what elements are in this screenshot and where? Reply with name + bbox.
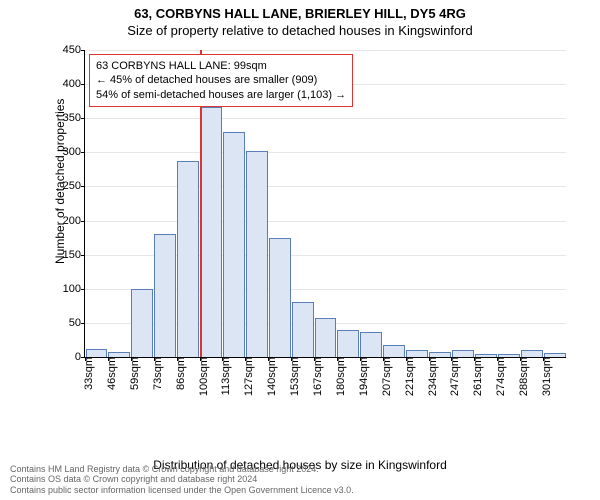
xtick-label: 140sqm [264,357,278,396]
histogram-bar [200,107,222,357]
xtick-label: 207sqm [379,357,393,396]
xtick-mark [543,357,544,361]
histogram-bar [246,151,268,357]
xtick-mark [108,357,109,361]
xtick-label: 100sqm [196,357,210,396]
attribution-footer: Contains HM Land Registry data © Crown c… [10,464,354,496]
xtick-label: 46sqm [104,357,118,390]
xtick-label: 153sqm [287,357,301,396]
footer-line: Contains public sector information licen… [10,485,354,496]
xtick-label: 274sqm [493,357,507,396]
chart-container: Number of detached properties 0501001502… [52,44,572,414]
xtick-mark [337,357,338,361]
xtick-label: 288sqm [516,357,530,396]
xtick-label: 113sqm [218,357,232,395]
xtick-mark [497,357,498,361]
histogram-bar [360,332,382,357]
xtick-mark [222,357,223,361]
xtick-label: 59sqm [127,357,141,390]
xtick-label: 180sqm [333,357,347,396]
histogram-bar [406,350,428,357]
footer-line: Contains HM Land Registry data © Crown c… [10,464,354,475]
xtick-mark [474,357,475,361]
xtick-mark [429,357,430,361]
xtick-mark [131,357,132,361]
histogram-bar [292,302,314,357]
xtick-label: 221sqm [402,357,416,396]
xtick-label: 234sqm [425,357,439,396]
histogram-bar [131,289,153,357]
xtick-mark [406,357,407,361]
xtick-label: 127sqm [241,357,255,396]
footer-line: Contains OS data © Crown copyright and d… [10,474,354,485]
xtick-mark [314,357,315,361]
xtick-label: 86sqm [173,357,187,390]
histogram-bar [315,318,337,357]
xtick-mark [154,357,155,361]
plot-area: 05010015020025030035040045033sqm46sqm59s… [84,50,566,358]
annotation-line: 54% of semi-detached houses are larger (… [96,88,346,102]
chart-title-sub: Size of property relative to detached ho… [0,21,600,38]
chart-title-main: 63, CORBYNS HALL LANE, BRIERLEY HILL, DY… [0,0,600,21]
xtick-mark [268,357,269,361]
xtick-label: 247sqm [447,357,461,396]
xtick-mark [291,357,292,361]
xtick-label: 261sqm [470,357,484,396]
histogram-bar [86,349,108,357]
xtick-label: 194sqm [356,357,370,396]
histogram-bar [452,350,474,357]
xtick-mark [451,357,452,361]
xtick-mark [360,357,361,361]
xtick-label: 301sqm [539,357,553,396]
annotation-line: ← 45% of detached houses are smaller (90… [96,73,346,87]
histogram-bar [383,345,405,357]
xtick-label: 73sqm [150,357,164,390]
xtick-label: 167sqm [310,357,324,396]
xtick-mark [383,357,384,361]
histogram-bar [223,132,245,357]
histogram-bar [177,161,199,357]
xtick-mark [200,357,201,361]
histogram-bar [337,330,359,357]
histogram-bar [154,234,176,357]
xtick-mark [245,357,246,361]
xtick-label: 33sqm [81,357,95,390]
histogram-bar [269,238,291,357]
annotation-box: 63 CORBYNS HALL LANE: 99sqm← 45% of deta… [89,54,353,107]
annotation-line: 63 CORBYNS HALL LANE: 99sqm [96,59,346,73]
xtick-mark [520,357,521,361]
xtick-mark [177,357,178,361]
xtick-mark [85,357,86,361]
histogram-bar [521,350,543,357]
